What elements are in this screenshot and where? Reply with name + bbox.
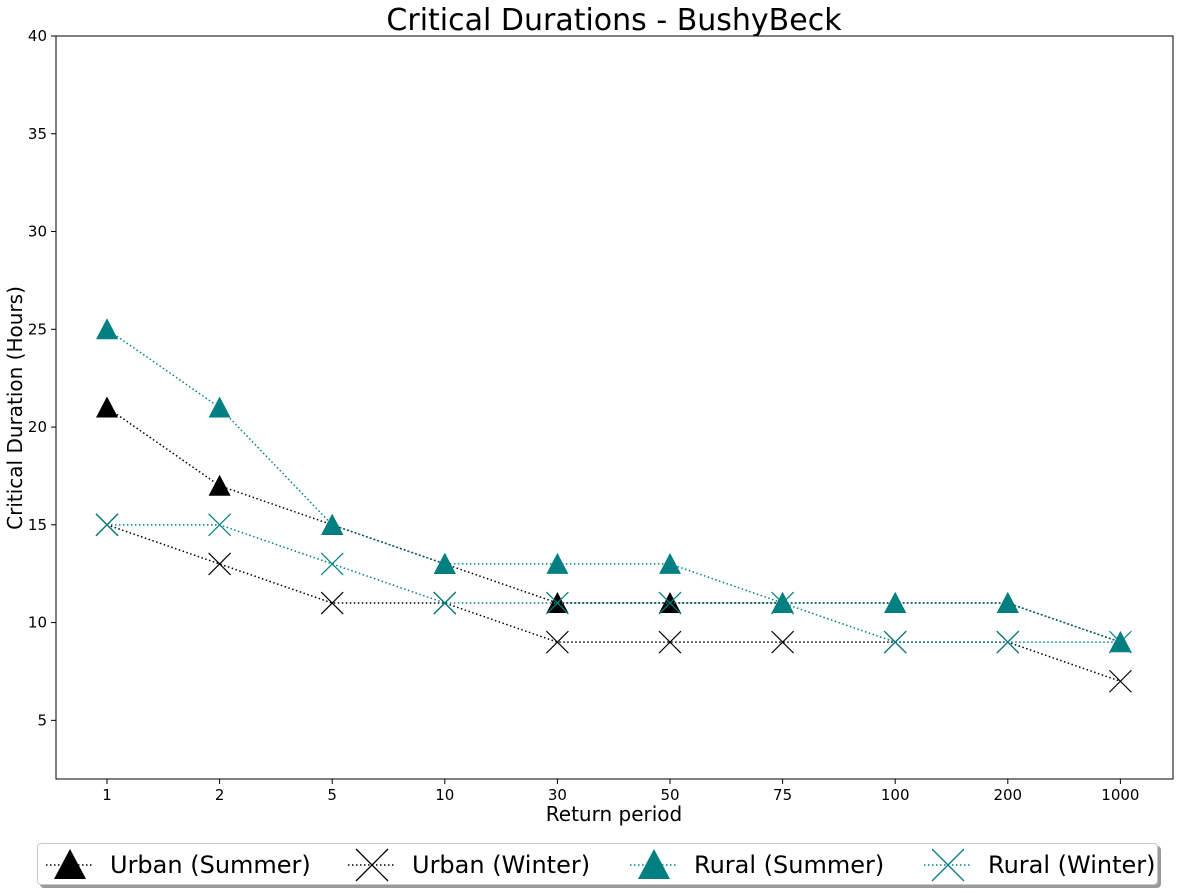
legend-label-urban-winter: Urban (Winter) <box>412 851 591 879</box>
x-tick-label: 200 <box>993 786 1022 804</box>
data-point-x <box>1108 630 1132 654</box>
series-line <box>106 328 1121 643</box>
data-point-x <box>771 591 795 615</box>
x-tick-label: 100 <box>881 786 910 804</box>
data-point-x <box>545 591 569 615</box>
legend-item-rural-summer: Rural (Summer) <box>630 844 884 886</box>
y-axis-label: Critical Duration (Hours) <box>3 286 27 530</box>
data-point-triangle <box>208 474 231 496</box>
legend-label-rural-winter: Rural (Winter) <box>988 851 1156 879</box>
data-point-x <box>433 591 457 615</box>
y-tick-label: 25 <box>28 320 47 338</box>
legend-label-urban-summer: Urban (Summer) <box>110 851 311 879</box>
data-point-x <box>208 552 232 576</box>
data-point-x <box>320 552 344 576</box>
data-point-x <box>771 630 795 654</box>
x-axis: 1 2 5 10 30 50 75 100 200 1000 <box>102 779 1139 804</box>
data-point-triangle <box>884 592 907 614</box>
series-layer <box>95 318 1132 693</box>
data-point-triangle <box>321 513 344 535</box>
triangle-marker-icon <box>46 849 94 879</box>
y-tick-label: 15 <box>28 516 47 534</box>
x-axis-label: Return period <box>546 802 682 826</box>
data-point-x <box>320 591 344 615</box>
x-tick-label: 1000 <box>1101 786 1139 804</box>
y-tick-label: 40 <box>28 27 47 45</box>
x-tick-label: 10 <box>435 786 454 804</box>
y-tick-label: 30 <box>28 223 47 241</box>
y-tick-label: 5 <box>37 711 47 729</box>
legend-item-rural-winter: Rural (Winter) <box>924 844 1156 886</box>
chart-title: Critical Durations - BushyBeck <box>386 3 842 38</box>
data-point-x <box>208 513 232 537</box>
y-tick-label: 10 <box>28 614 47 632</box>
y-tick-label: 35 <box>28 125 47 143</box>
data-point-triangle <box>433 552 456 574</box>
legend-item-urban-winter: Urban (Winter) <box>348 844 590 886</box>
data-point-triangle <box>546 552 569 574</box>
triangle-marker-icon <box>630 849 678 879</box>
series-line <box>107 524 1121 643</box>
series-4 <box>95 513 1132 654</box>
legend-label-rural-summer: Rural (Summer) <box>694 851 885 879</box>
x-tick-label: 50 <box>660 786 679 804</box>
data-point-x <box>658 591 682 615</box>
x-tick-label: 2 <box>215 786 225 804</box>
data-point-triangle <box>96 318 118 340</box>
x-tick-label: 5 <box>327 786 337 804</box>
y-axis: 5 10 15 20 25 30 35 40 <box>28 27 56 729</box>
data-point-x <box>883 630 907 654</box>
x-tick-label: 30 <box>548 786 567 804</box>
x-marker-icon <box>348 848 396 882</box>
data-point-x <box>1108 669 1132 693</box>
x-tick-label: 1 <box>102 786 112 804</box>
legend-item-urban-summer: Urban (Summer) <box>46 844 311 886</box>
data-point-triangle <box>659 552 681 574</box>
data-point-x <box>658 630 682 654</box>
data-point-x <box>996 630 1020 654</box>
y-tick-label: 20 <box>28 418 47 436</box>
data-point-triangle <box>996 592 1019 614</box>
data-point-triangle <box>208 396 231 418</box>
data-point-x <box>95 513 119 537</box>
data-point-triangle <box>96 396 118 418</box>
plot-area <box>55 35 1174 780</box>
data-point-x <box>545 630 569 654</box>
x-marker-icon <box>924 848 972 882</box>
x-tick-label: 75 <box>773 786 792 804</box>
legend: Urban (Summer) Urban (Winter) Rural (Sum… <box>37 843 1158 885</box>
